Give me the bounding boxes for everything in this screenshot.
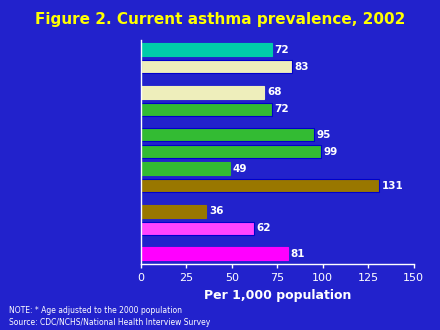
Text: 72: 72	[275, 104, 289, 114]
Bar	[141, 60, 292, 73]
Bar	[141, 248, 288, 260]
Text: 68: 68	[267, 87, 282, 97]
Bar	[141, 44, 272, 56]
Text: Figure 2. Current asthma prevalence, 2002: Figure 2. Current asthma prevalence, 200…	[35, 12, 405, 26]
Bar	[141, 128, 314, 141]
Text: NOTE: * Age adjusted to the 2000 population: NOTE: * Age adjusted to the 2000 populat…	[9, 306, 182, 315]
Bar	[141, 146, 321, 158]
Text: Source: CDC/NCHS/National Health Interview Survey: Source: CDC/NCHS/National Health Intervi…	[9, 318, 210, 327]
Text: 36: 36	[209, 206, 224, 216]
Bar	[141, 180, 379, 192]
Text: 81: 81	[291, 249, 305, 259]
Bar	[141, 205, 206, 218]
Bar	[141, 103, 272, 116]
Text: 83: 83	[294, 62, 309, 72]
Bar	[141, 222, 253, 235]
X-axis label: Per 1,000 population: Per 1,000 population	[204, 288, 351, 302]
Text: 95: 95	[316, 130, 331, 140]
Bar	[141, 86, 264, 99]
Text: 99: 99	[323, 147, 338, 157]
Text: 131: 131	[382, 181, 403, 191]
Text: 49: 49	[233, 164, 247, 174]
Bar	[141, 162, 230, 175]
Text: 62: 62	[256, 223, 271, 233]
Text: 72: 72	[275, 45, 289, 55]
